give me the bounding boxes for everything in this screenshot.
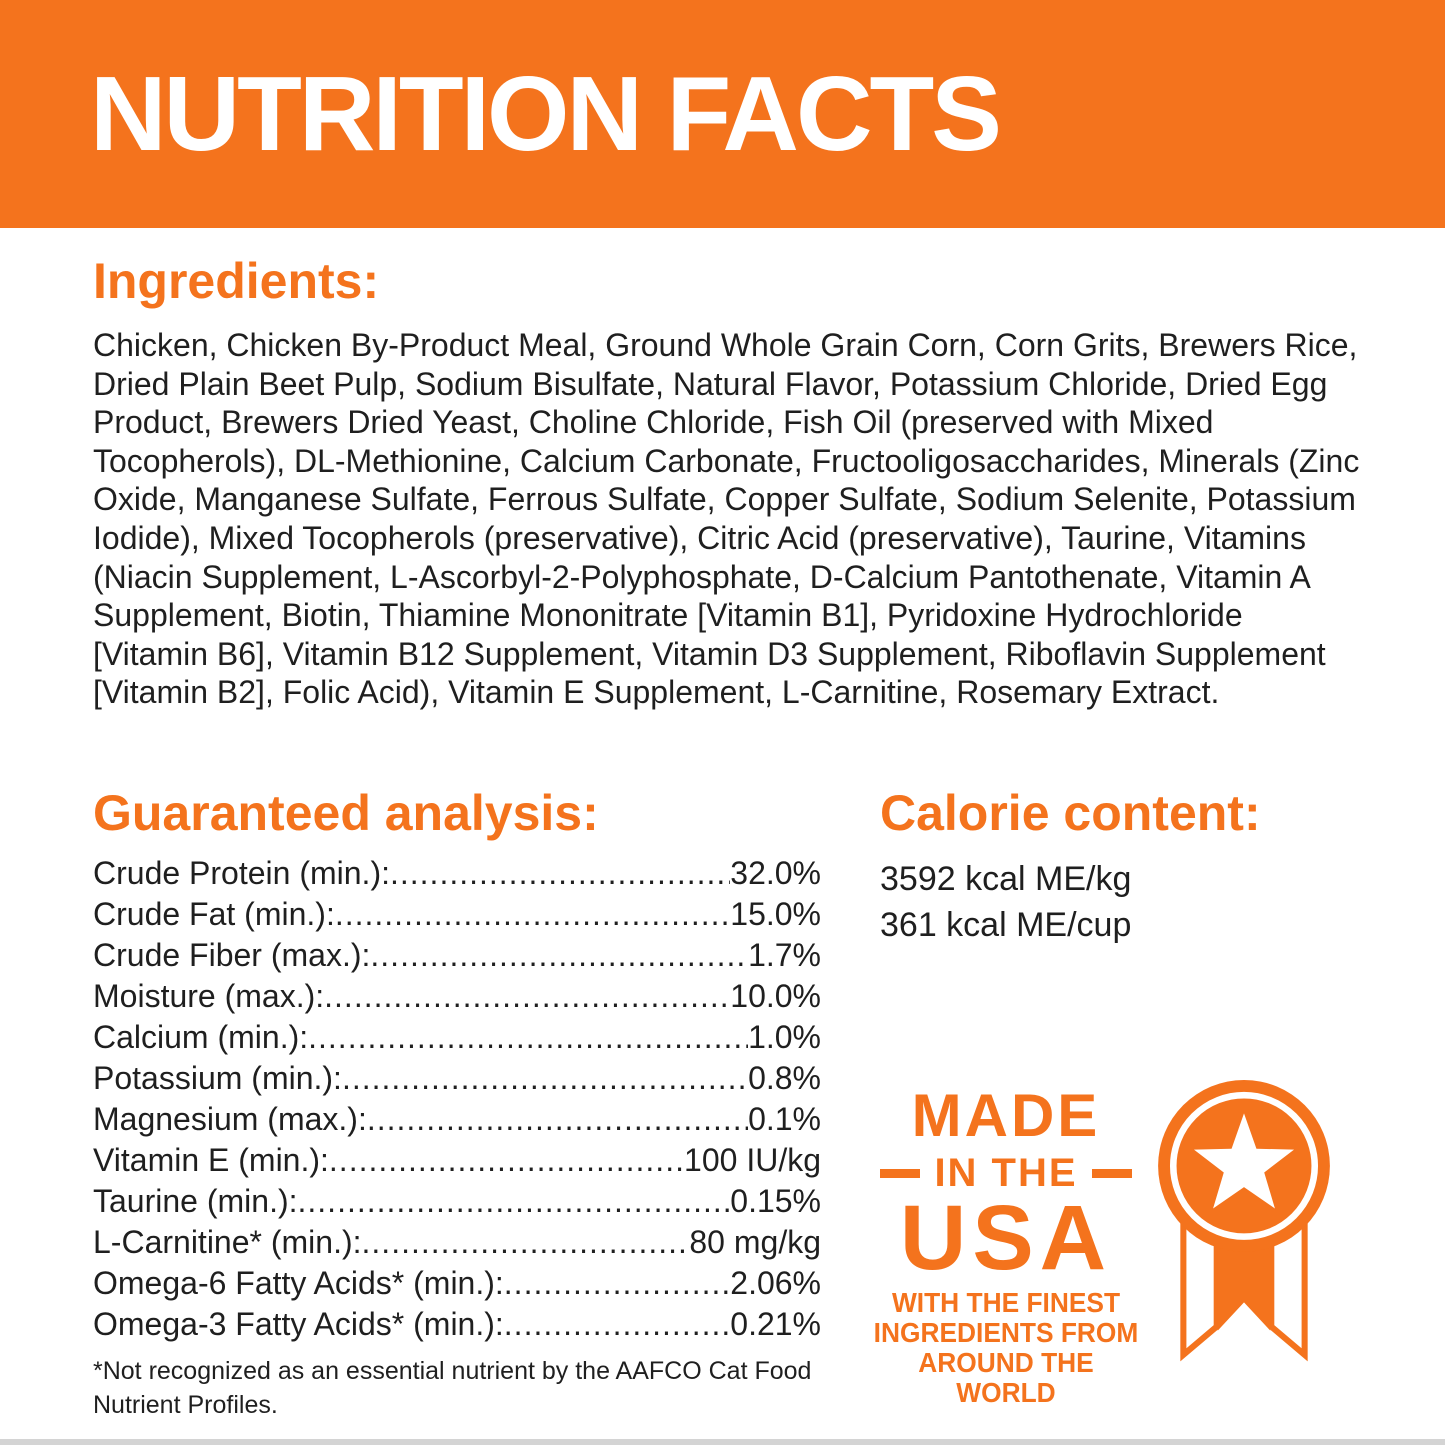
analysis-label: Moisture (max.): [93, 978, 325, 1014]
dotted-leader [362, 1222, 690, 1263]
analysis-label: Potassium (min.): [93, 1060, 342, 1096]
guaranteed-analysis-list: Crude Protein (min.): 32.0% Crude Fat (m… [93, 853, 821, 1345]
usa-label: USA [899, 1187, 1113, 1289]
analysis-value: 0.15% [730, 1183, 821, 1219]
analysis-row: Potassium (min.): 0.8% [93, 1058, 821, 1099]
dotted-leader [504, 1263, 730, 1304]
in-the-label: IN THE [934, 1151, 1078, 1195]
analysis-value: 15.0% [730, 896, 821, 932]
nutrition-facts-banner: NUTRITION FACTS [0, 0, 1445, 228]
tagline-line: AROUND THE WORLD [918, 1347, 1094, 1408]
dotted-leader [390, 853, 730, 894]
calorie-content-values: 3592 kcal ME/kg 361 kcal ME/cup [880, 856, 1131, 948]
analysis-row: Crude Fiber (max.): 1.7% [93, 935, 821, 976]
analysis-value: 10.0% [730, 978, 821, 1014]
analysis-value: 100 IU/kg [684, 1142, 821, 1178]
analysis-value: 2.06% [730, 1265, 821, 1301]
analysis-value: 1.7% [748, 937, 821, 973]
in-the-row: IN THE [856, 1152, 1156, 1194]
analysis-label: Crude Fat (min.): [93, 896, 335, 932]
made-in-usa-badge: MADE IN THE USA WITH THE FINEST INGREDIE… [856, 1086, 1156, 1408]
star-medal-ribbon-icon [1158, 1080, 1330, 1362]
analysis-row: Crude Fat (min.): 15.0% [93, 894, 821, 935]
analysis-value: 32.0% [730, 855, 821, 891]
dotted-leader [324, 976, 730, 1017]
dotted-leader [298, 1181, 731, 1222]
dotted-leader [329, 1140, 684, 1181]
analysis-row: Calcium (min.): 1.0% [93, 1017, 821, 1058]
analysis-label: Vitamin E (min.): [93, 1142, 329, 1178]
analysis-label: Calcium (min.): [93, 1019, 309, 1055]
analysis-label: Omega-6 Fatty Acids* (min.): [93, 1265, 504, 1301]
page-title: NUTRITION FACTS [90, 54, 1002, 173]
dash-left-icon [880, 1168, 921, 1178]
guaranteed-analysis-heading: Guaranteed analysis: [93, 785, 599, 841]
analysis-value: 80 mg/kg [689, 1224, 821, 1260]
analysis-row: Magnesium (max.): 0.1% [93, 1099, 821, 1140]
calorie-content-heading: Calorie content: [880, 785, 1261, 841]
ingredients-text: Chicken, Chicken By-Product Meal, Ground… [93, 327, 1360, 711]
analysis-row: Vitamin E (min.): 100 IU/kg [93, 1140, 821, 1181]
dotted-leader [367, 1099, 748, 1140]
calorie-line-kg: 3592 kcal ME/kg [880, 860, 1132, 898]
dotted-leader [308, 1017, 748, 1058]
analysis-row: Omega-6 Fatty Acids* (min.): 2.06% [93, 1263, 821, 1304]
analysis-value: 0.8% [748, 1060, 821, 1096]
analysis-row: Crude Protein (min.): 32.0% [93, 853, 821, 894]
bottom-edge-strip [0, 1439, 1445, 1445]
analysis-label: L-Carnitine* (min.): [93, 1224, 362, 1260]
analysis-value: 1.0% [748, 1019, 821, 1055]
usa-taglines: WITH THE FINEST INGREDIENTS FROM AROUND … [856, 1288, 1156, 1408]
analysis-label: Crude Fiber (max.): [93, 937, 371, 973]
dotted-leader [370, 935, 748, 976]
analysis-row: Taurine (min.): 0.15% [93, 1181, 821, 1222]
analysis-row: Omega-3 Fatty Acids* (min.): 0.21% [93, 1304, 821, 1345]
analysis-value: 0.1% [748, 1101, 821, 1137]
dash-right-icon [1091, 1168, 1132, 1178]
analysis-row: Moisture (max.): 10.0% [93, 976, 821, 1017]
analysis-footnote: *Not recognized as an essential nutrient… [93, 1357, 812, 1419]
analysis-label: Omega-3 Fatty Acids* (min.): [93, 1306, 504, 1342]
dotted-leader [504, 1304, 730, 1345]
tagline-line: WITH THE FINEST [891, 1287, 1121, 1318]
analysis-label: Magnesium (max.): [93, 1101, 367, 1137]
dotted-leader [335, 894, 730, 935]
dotted-leader [342, 1058, 748, 1099]
made-label: MADE [911, 1082, 1101, 1149]
analysis-label: Taurine (min.): [93, 1183, 298, 1219]
analysis-value: 0.21% [730, 1306, 821, 1342]
analysis-row: L-Carnitine* (min.): 80 mg/kg [93, 1222, 821, 1263]
analysis-label: Crude Protein (min.): [93, 855, 390, 891]
ingredients-heading: Ingredients: [93, 253, 380, 309]
calorie-line-cup: 361 kcal ME/cup [880, 906, 1132, 944]
tagline-line: INGREDIENTS FROM [873, 1317, 1139, 1348]
